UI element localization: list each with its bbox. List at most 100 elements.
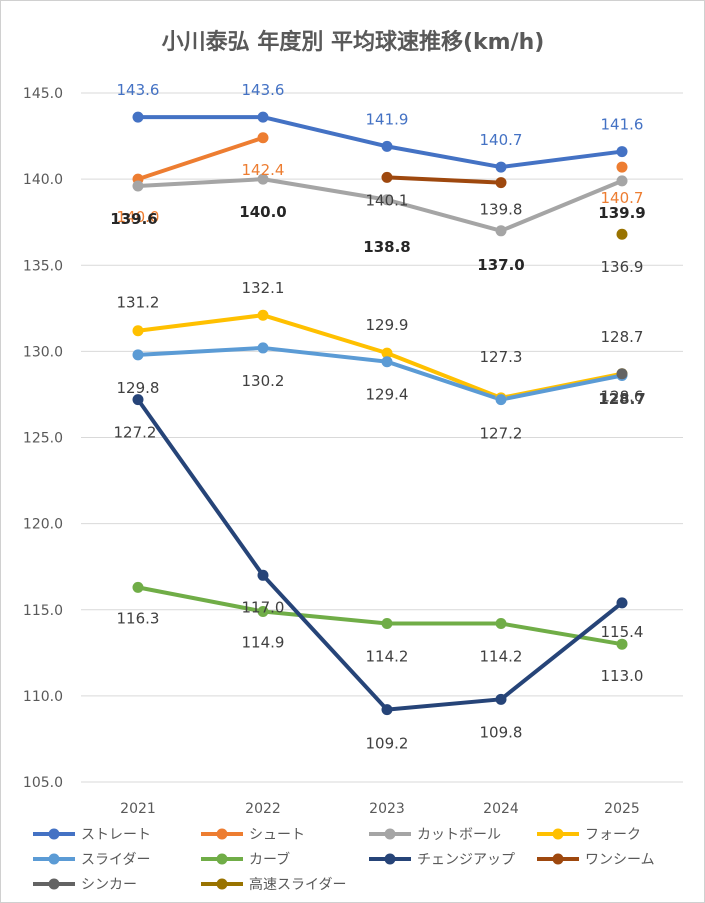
y-tick-label: 120.0 (23, 517, 63, 533)
legend-entry: スライダー (81, 852, 150, 868)
data-point (616, 146, 628, 158)
y-tick-label: 135.0 (23, 258, 63, 274)
data-label: 139.9 (598, 204, 645, 222)
legend-swatch-marker (48, 853, 60, 865)
data-point (381, 347, 393, 359)
data-label: 138.8 (363, 238, 410, 256)
data-point (495, 225, 507, 237)
data-label: 128.6 (601, 387, 644, 405)
legend-swatch-marker (384, 853, 396, 865)
data-point (381, 704, 393, 716)
series-line-segment (136, 345, 265, 357)
data-point (495, 161, 507, 173)
y-tick-label: 110.0 (23, 689, 63, 705)
x-tick-label: 2025 (604, 801, 640, 817)
data-point (616, 228, 628, 240)
data-label: 109.2 (366, 735, 409, 753)
data-label: 117.0 (242, 598, 285, 616)
data-point (257, 132, 269, 144)
data-point (257, 342, 269, 354)
legend-swatch-marker (552, 828, 564, 840)
data-label: 128.7 (601, 328, 644, 346)
data-label: 116.3 (117, 609, 160, 627)
series-line-segment (136, 397, 265, 578)
data-label: 115.4 (601, 623, 644, 641)
legend-entry: フォーク (585, 827, 641, 843)
y-tick-label: 130.0 (23, 344, 63, 360)
data-label: 113.0 (601, 667, 644, 685)
x-tick-label: 2024 (483, 801, 519, 817)
series-line-segment (136, 135, 265, 182)
legend-swatch-marker (48, 878, 60, 890)
data-label: 114.2 (366, 648, 409, 666)
series-line-segment (385, 697, 503, 712)
data-point (381, 194, 393, 206)
legend-entry: カットボール (417, 827, 501, 843)
data-point (381, 356, 393, 368)
series-line-segment (385, 197, 503, 233)
data-point (495, 177, 507, 189)
data-label: 140.1 (366, 191, 409, 209)
data-point (132, 581, 144, 593)
data-label: 137.0 (477, 256, 524, 274)
data-point (495, 618, 507, 630)
series-line-segment (385, 359, 503, 402)
chart-title: 小川泰弘 年度別 平均球速推移(km/h) (162, 29, 545, 55)
x-tick-label: 2023 (369, 801, 405, 817)
data-label: 140.0 (239, 203, 286, 221)
series-line-segment (499, 178, 624, 233)
legend-swatch-marker (48, 828, 60, 840)
legend-swatch-marker (384, 828, 396, 840)
series-line-segment (261, 609, 389, 626)
data-label: 109.8 (480, 723, 523, 741)
legend-swatch-marker (552, 853, 564, 865)
series-line-segment (499, 600, 624, 702)
data-label: 130.2 (242, 372, 285, 390)
series-line-segment (261, 573, 389, 712)
data-label: 114.9 (242, 633, 285, 651)
data-point (495, 693, 507, 705)
x-tick-label: 2021 (120, 801, 156, 817)
data-point (495, 394, 507, 406)
data-label: 139.6 (110, 210, 157, 228)
data-label: 127.2 (480, 425, 523, 443)
y-tick-label: 140.0 (23, 172, 63, 188)
data-label: 143.6 (242, 81, 285, 99)
data-label: 140.7 (480, 131, 523, 149)
data-label: 143.6 (117, 81, 160, 99)
data-point (132, 111, 144, 123)
series-line-segment (385, 144, 503, 170)
legend-entry: ストレート (81, 827, 151, 843)
data-label: 127.3 (480, 348, 523, 366)
y-tick-label: 145.0 (23, 86, 63, 102)
data-point (257, 569, 269, 581)
series-points (132, 111, 628, 716)
data-label: 129.4 (366, 386, 409, 404)
data-label: 141.6 (601, 116, 644, 134)
series-line-segment (261, 345, 389, 364)
legend-entry: 高速スライダー (249, 876, 346, 893)
series-lines (136, 115, 624, 712)
data-label: 140.7 (601, 189, 644, 207)
data-point (381, 618, 393, 630)
data-point (616, 161, 628, 173)
y-tick-label: 125.0 (23, 431, 63, 447)
data-point (132, 180, 144, 192)
data-point (132, 325, 144, 337)
legend-entry: チェンジアップ (417, 852, 515, 868)
data-point (616, 597, 628, 609)
data-label: 141.9 (366, 110, 409, 128)
data-point (257, 111, 269, 123)
legend-swatch-marker (216, 828, 228, 840)
series-line-segment (499, 621, 624, 647)
data-label: 140.0 (117, 208, 160, 226)
data-label: 139.8 (480, 201, 523, 219)
data-label: 128.7 (598, 390, 645, 408)
data-point (132, 349, 144, 361)
data-label: 127.2 (114, 424, 157, 442)
data-point (132, 394, 144, 406)
series-line-segment (261, 313, 389, 356)
